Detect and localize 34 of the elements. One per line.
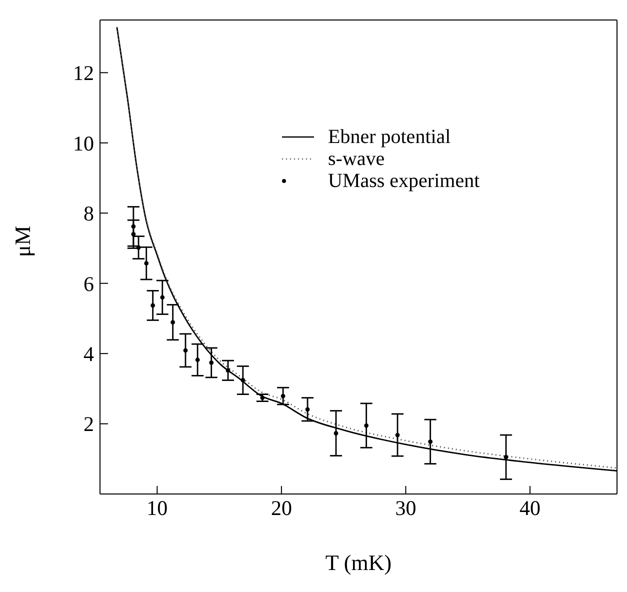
point [280,394,286,398]
legend-label: UMass experiment [328,170,480,192]
point [428,439,433,444]
legend-label: Ebner potential [328,126,451,148]
point [144,261,149,266]
x-tick-label: 30 [395,496,416,520]
point [131,232,136,236]
x-tick-label: 40 [520,496,541,520]
y-tick-label: 2 [84,412,94,436]
point [150,303,156,308]
point [195,358,200,362]
y-tick-label: 4 [84,342,94,366]
x-axis-title: T (mK) [325,550,392,575]
point [364,423,369,428]
point [334,431,338,436]
point [240,378,246,382]
y-tick-label: 10 [73,131,94,156]
point [170,320,176,325]
y-tick-label: 12 [73,61,94,86]
x-tick-label: 10 [146,496,168,520]
y-tick-label: 6 [84,272,94,296]
point [305,407,310,412]
legend-label: s-wave [328,148,385,170]
point [226,368,230,373]
point [136,245,141,250]
point [183,348,188,353]
x-tick-label: 20 [270,496,292,520]
point [209,360,214,365]
point [504,454,508,460]
point [160,295,165,300]
y-tick-label: 8 [84,202,94,226]
y-axis-title: μM [10,226,35,257]
point [395,432,400,438]
point [131,224,136,229]
